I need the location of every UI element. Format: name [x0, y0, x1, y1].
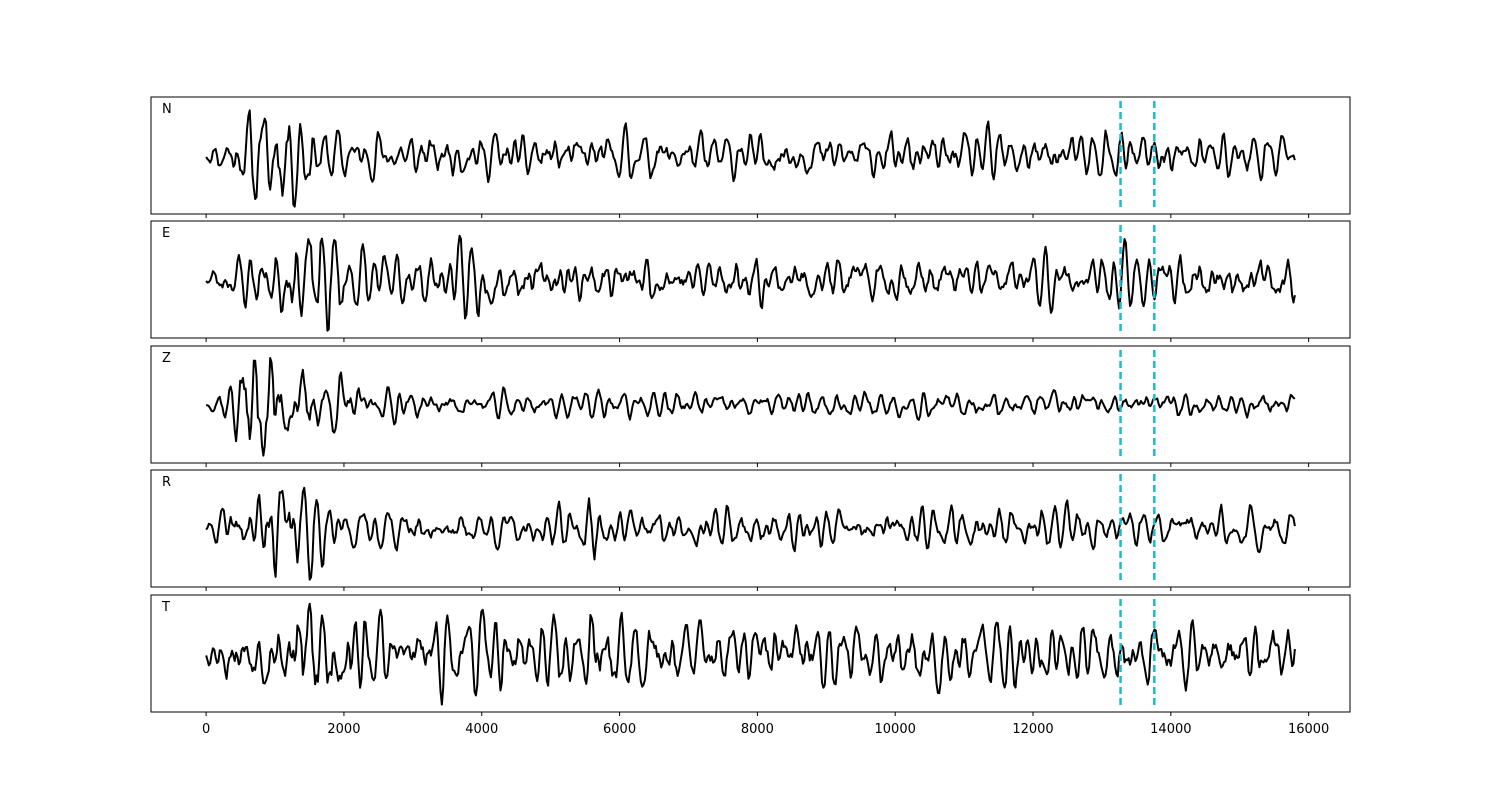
x-tick-label: 2000: [327, 722, 360, 737]
panel-label-z: Z: [162, 351, 171, 366]
panel-t: T: [150, 594, 1351, 716]
panel-frame: [150, 469, 1351, 588]
x-tick-label: 14000: [1150, 722, 1191, 737]
trace-line-n: [205, 109, 1296, 208]
panel-z: Z: [150, 345, 1351, 467]
panel-e: E: [150, 220, 1351, 342]
trace-line-z: [206, 356, 1296, 457]
x-tick-label: 6000: [603, 722, 636, 737]
x-tick-label: 4000: [465, 722, 498, 737]
x-tick-label: 10000: [875, 722, 916, 737]
panel-label-t: T: [161, 600, 170, 615]
x-tick-label: 12000: [1012, 722, 1053, 737]
panel-n: N: [150, 96, 1351, 218]
x-tick-label: 8000: [741, 722, 774, 737]
trace-line-r: [205, 486, 1296, 581]
panel-label-e: E: [162, 226, 170, 241]
panel-label-r: R: [162, 475, 171, 490]
x-tick-label: 16000: [1288, 722, 1329, 737]
panel-frame: [150, 594, 1351, 713]
panel-frame: [150, 220, 1351, 339]
panel-frame: [150, 96, 1351, 215]
trace-line-t: [205, 602, 1296, 706]
panel-label-n: N: [162, 102, 172, 117]
x-tick-label: 0: [202, 722, 210, 737]
panel-r: R: [150, 469, 1351, 591]
panel-frame: [150, 345, 1351, 464]
trace-line-e: [205, 234, 1296, 332]
